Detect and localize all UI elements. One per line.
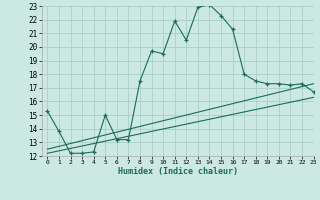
X-axis label: Humidex (Indice chaleur): Humidex (Indice chaleur) — [118, 167, 237, 176]
